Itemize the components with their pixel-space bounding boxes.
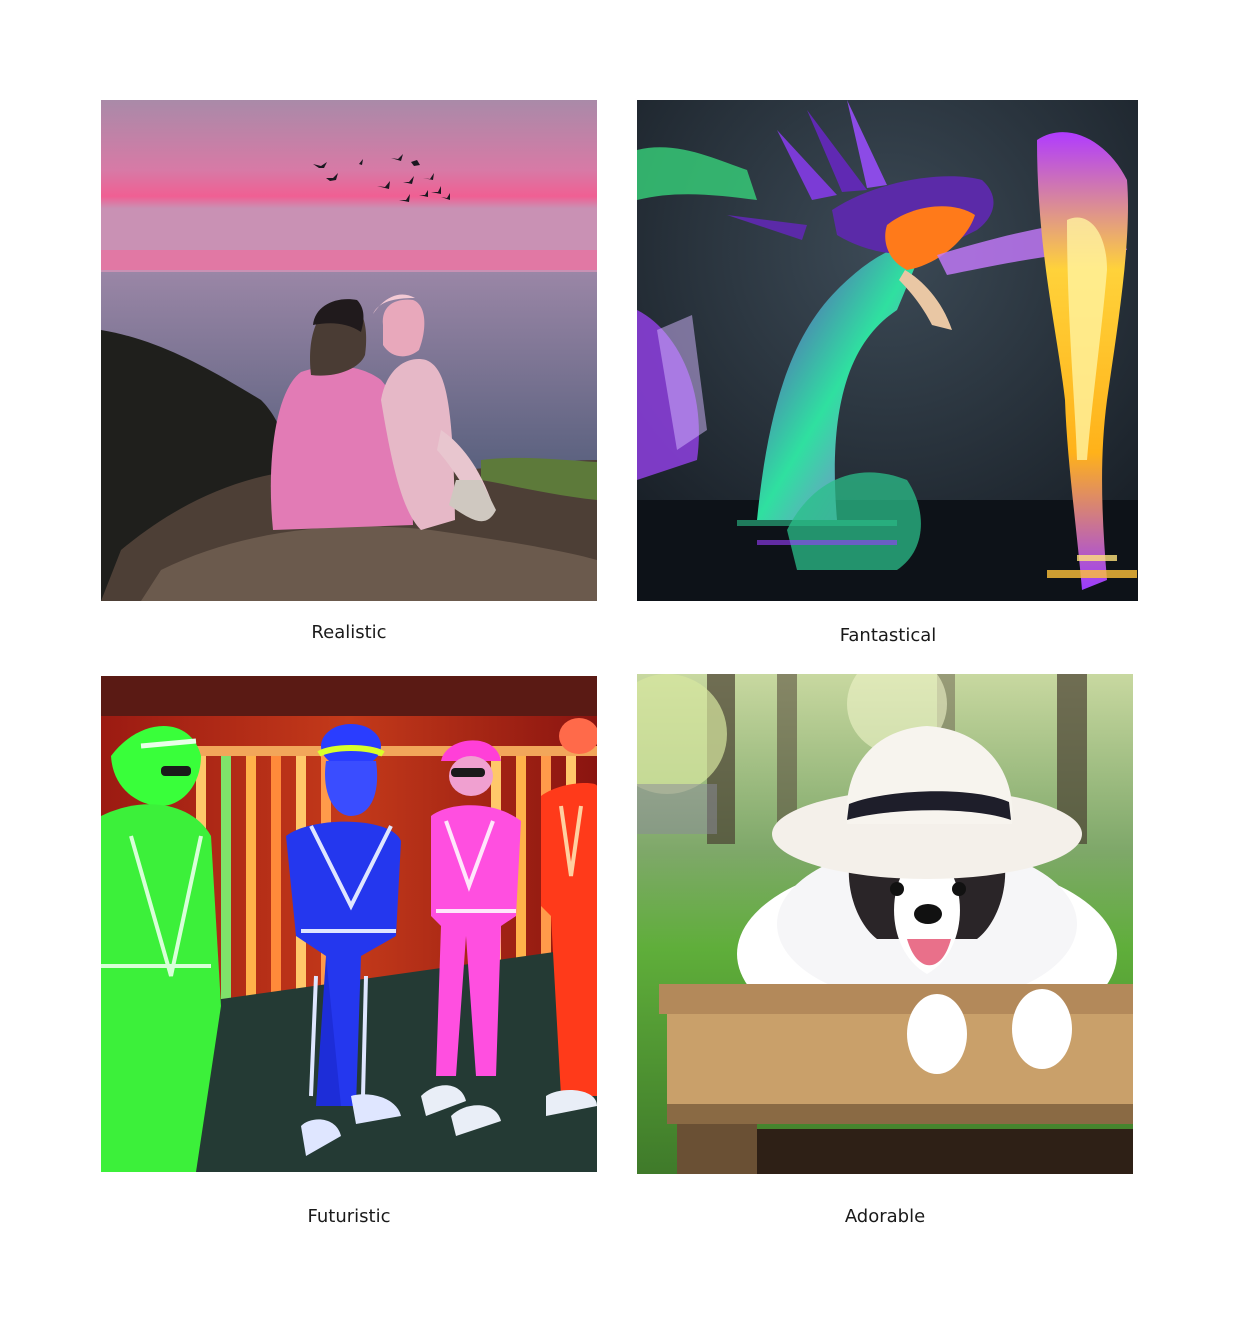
image-futuristic <box>101 676 597 1172</box>
caption-futuristic: Futuristic <box>307 1206 391 1227</box>
caption-adorable: Adorable <box>844 1206 926 1227</box>
image-realistic <box>101 100 597 601</box>
image-fantastical <box>637 100 1138 601</box>
caption-fantastical: Fantastical <box>839 625 937 646</box>
caption-realistic: Realistic <box>311 622 387 643</box>
image-adorable <box>637 674 1133 1174</box>
